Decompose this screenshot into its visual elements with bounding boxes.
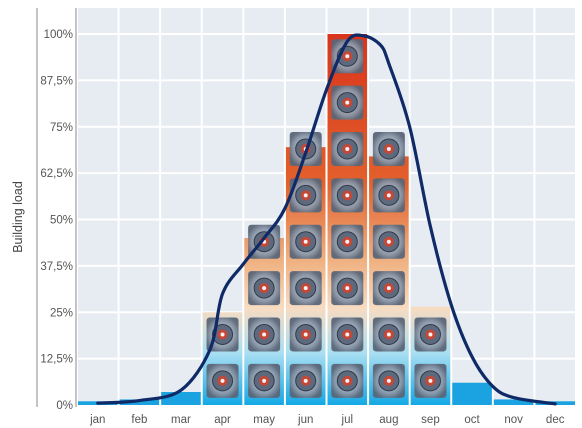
y-tick-label: 100% [44, 29, 73, 41]
unit-icon-hub [345, 54, 350, 59]
unit-icon [289, 178, 322, 213]
unit-icon [331, 317, 364, 352]
x-tick-label: sep [421, 414, 440, 426]
x-tick-label: feb [131, 414, 147, 426]
y-tick-labels: 0% 12,5% 25% 37,5% 50% 62,5% 75% 87,5% 100% [40, 29, 73, 412]
unit-icon [331, 131, 364, 166]
x-tick-label: jun [297, 414, 313, 426]
x-tick-label: may [253, 414, 275, 426]
unit-icon-hub [386, 332, 391, 337]
y-tick-label: 37,5% [40, 261, 73, 273]
y-axis-label: Building load [11, 181, 25, 253]
unit-icon [289, 224, 322, 259]
unit-icon-hub [345, 332, 350, 337]
y-tick-label: 12,5% [40, 354, 73, 366]
unit-icon-hub [303, 193, 308, 198]
unit-icon-hub [262, 286, 267, 291]
unit-icon-hub [303, 378, 308, 383]
unit-icon-hub [345, 286, 350, 291]
unit-icon [372, 317, 405, 352]
unit-icon-hub [303, 286, 308, 291]
unit-icon-hub [345, 100, 350, 105]
unit-icon [372, 224, 405, 259]
unit-icon-hub [386, 193, 391, 198]
unit-icon-hub [386, 286, 391, 291]
unit-icon-hub [428, 332, 433, 337]
unit-icon-hub [262, 378, 267, 383]
unit-icon [331, 224, 364, 259]
unit-icon-hub [220, 378, 225, 383]
unit-icons [206, 39, 447, 398]
unit-icon [289, 363, 322, 398]
unit-icon [414, 317, 447, 352]
unit-icon [372, 178, 405, 213]
unit-icon-hub [262, 332, 267, 337]
x-tick-label: apr [214, 414, 231, 426]
unit-icon [331, 271, 364, 306]
unit-icon-hub [303, 239, 308, 244]
unit-icon [289, 317, 322, 352]
unit-icon [248, 363, 281, 398]
unit-icon [372, 363, 405, 398]
unit-icon [372, 271, 405, 306]
unit-icon-hub [345, 146, 350, 151]
unit-icon-hub [345, 378, 350, 383]
unit-icon [331, 39, 364, 74]
unit-icon [206, 363, 239, 398]
y-tick-label: 62,5% [40, 168, 73, 180]
y-tick-label: 25% [50, 307, 73, 319]
unit-icon-hub [303, 332, 308, 337]
y-tick-label: 50% [50, 215, 73, 227]
unit-icon-hub [220, 332, 225, 337]
bar-mar [161, 392, 201, 405]
unit-icon-hub [386, 239, 391, 244]
x-tick-labels: jan feb mar apr may jun jul aug sep oct nov dec [89, 414, 565, 426]
unit-icon [289, 271, 322, 306]
x-tick-label: jan [89, 414, 105, 426]
x-tick-label: oct [464, 414, 480, 426]
gridlines [76, 8, 577, 406]
y-tick-label: 75% [50, 122, 73, 134]
y-tick-label: 87,5% [40, 75, 73, 87]
unit-icon-hub [345, 239, 350, 244]
x-tick-label: jul [341, 414, 354, 426]
unit-icon-hub [345, 193, 350, 198]
bar-nov [493, 399, 534, 405]
x-tick-label: mar [171, 414, 191, 426]
unit-icon [248, 271, 281, 306]
unit-icon-hub [386, 378, 391, 383]
unit-icon [372, 131, 405, 166]
y-tick-label: 0% [56, 400, 73, 412]
x-tick-label: aug [379, 414, 398, 426]
bar-feb [119, 399, 160, 405]
x-tick-label: nov [504, 414, 523, 426]
unit-icon [331, 178, 364, 213]
unit-icon [414, 363, 447, 398]
unit-icon [331, 85, 364, 120]
unit-icon [331, 363, 364, 398]
load-curve [96, 33, 557, 406]
unit-icon-hub [386, 146, 391, 151]
x-tick-label: dec [546, 414, 565, 426]
unit-icon-hub [428, 378, 433, 383]
bar-oct [452, 382, 492, 405]
unit-icon [248, 317, 281, 352]
